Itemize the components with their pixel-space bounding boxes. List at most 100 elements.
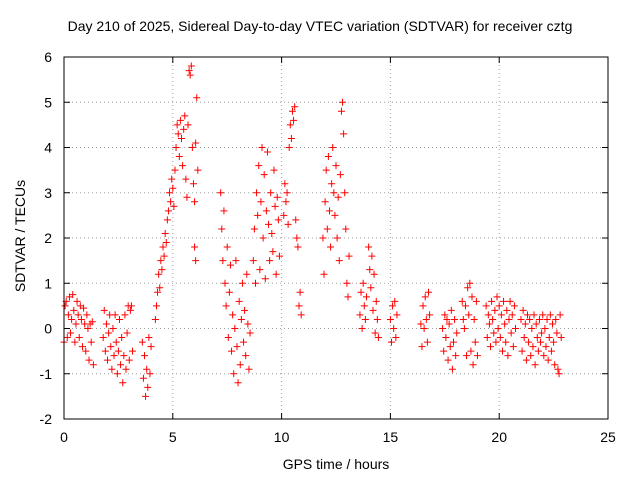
- data-point: [250, 225, 258, 233]
- data-point: [387, 338, 395, 346]
- data-point: [469, 361, 477, 369]
- data-point: [78, 343, 86, 351]
- data-point: [240, 338, 248, 346]
- data-point: [467, 347, 475, 355]
- data-point: [188, 144, 196, 151]
- data-point: [139, 374, 147, 382]
- data-point: [463, 352, 471, 360]
- data-point: [145, 334, 153, 342]
- data-point: [419, 302, 427, 310]
- data-point: [552, 315, 560, 323]
- data-point: [224, 334, 232, 342]
- data-point: [367, 284, 375, 292]
- data-point: [253, 189, 261, 197]
- x-axis-label: GPS time / hours: [282, 456, 390, 472]
- data-point: [104, 356, 112, 364]
- data-point: [191, 243, 199, 251]
- data-point: [192, 257, 200, 265]
- data-point: [117, 361, 125, 369]
- data-point: [519, 306, 527, 314]
- data-point: [187, 62, 195, 70]
- data-point: [219, 257, 227, 265]
- data-point: [226, 261, 234, 269]
- data-point: [422, 315, 430, 323]
- data-point: [258, 144, 266, 151]
- data-point: [452, 352, 460, 360]
- data-point: [365, 243, 373, 251]
- data-point: [152, 302, 160, 310]
- data-point: [508, 311, 516, 319]
- data-point: [120, 352, 128, 360]
- data-point: [460, 325, 468, 332]
- data-point: [551, 361, 559, 369]
- data-point: [166, 189, 174, 197]
- data-point: [69, 291, 77, 299]
- data-point: [464, 284, 472, 292]
- data-point: [83, 311, 91, 319]
- data-point: [176, 116, 184, 124]
- data-point: [485, 320, 493, 328]
- data-point: [280, 211, 288, 219]
- data-point: [322, 166, 330, 174]
- data-point: [555, 370, 563, 378]
- data-point: [529, 343, 537, 351]
- data-point: [531, 361, 539, 369]
- data-point: [89, 361, 97, 369]
- data-point: [550, 338, 558, 346]
- data-point: [345, 252, 353, 260]
- data-point: [331, 211, 339, 219]
- data-point: [498, 347, 506, 355]
- data-point: [163, 216, 171, 224]
- data-point: [393, 311, 401, 319]
- data-point: [230, 370, 238, 378]
- data-point: [503, 306, 511, 314]
- data-point: [172, 144, 180, 151]
- data-point: [546, 311, 554, 319]
- data-point: [154, 288, 162, 296]
- data-point: [271, 202, 279, 210]
- data-point: [369, 306, 377, 314]
- data-point: [169, 184, 177, 192]
- data-point: [254, 211, 262, 219]
- data-point: [113, 370, 121, 378]
- data-point: [129, 347, 137, 355]
- data-point: [274, 216, 282, 224]
- data-point: [156, 284, 164, 292]
- data-point: [237, 315, 245, 323]
- data-point: [483, 334, 491, 342]
- data-point: [333, 234, 341, 242]
- data-point: [121, 311, 129, 319]
- data-point: [179, 162, 187, 170]
- data-point: [70, 306, 78, 314]
- data-point: [450, 338, 458, 346]
- data-point: [335, 257, 343, 265]
- data-point: [144, 383, 152, 391]
- data-point: [296, 288, 304, 296]
- data-point: [341, 189, 349, 197]
- data-point: [218, 225, 226, 233]
- data-point: [260, 171, 268, 179]
- data-point: [229, 311, 237, 319]
- data-point: [361, 315, 369, 323]
- data-point: [545, 334, 553, 342]
- data-point: [80, 304, 88, 312]
- data-point: [542, 343, 550, 351]
- data-point: [186, 71, 194, 79]
- data-point: [459, 315, 467, 323]
- data-point: [182, 175, 190, 183]
- data-point: [471, 338, 479, 346]
- data-point: [178, 134, 186, 142]
- data-point: [465, 311, 473, 319]
- data-point: [484, 311, 492, 319]
- y-tick-label: -2: [40, 411, 53, 427]
- data-point: [68, 315, 76, 323]
- data-point: [292, 216, 300, 224]
- data-point: [340, 130, 348, 138]
- data-point: [461, 302, 469, 310]
- data-point: [451, 315, 459, 323]
- data-point: [143, 365, 151, 373]
- data-point: [233, 343, 241, 351]
- data-point: [100, 306, 108, 314]
- data-point: [502, 338, 510, 346]
- y-tick-label: 3: [44, 185, 52, 201]
